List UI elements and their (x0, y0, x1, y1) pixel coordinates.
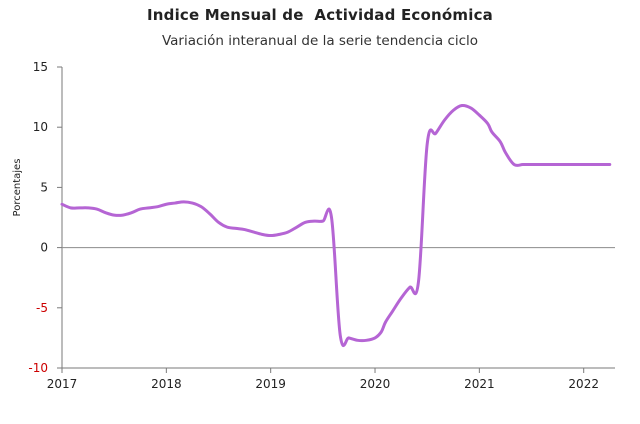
x-tick-label: 2021 (464, 377, 495, 391)
axes-group (61, 67, 615, 369)
y-tick-label: 15 (33, 60, 48, 74)
y-tick-label: -5 (36, 301, 48, 315)
x-tick-label: 2017 (47, 377, 78, 391)
chart-subtitle: Variación interanual de la serie tendenc… (161, 33, 479, 49)
y-tick-label: -10 (28, 361, 48, 375)
y-axis-label: Porcentajes (12, 159, 23, 217)
x-tick-label: 2020 (360, 377, 391, 391)
y-ticks-group: 15 10 5 0 -5 -10 (28, 60, 62, 375)
y-tick-label: 0 (40, 241, 48, 255)
x-tick-label: 2019 (255, 377, 286, 391)
y-tick-label: 10 (33, 120, 48, 134)
chart-title: Indice Mensual de Actividad Económica (146, 6, 493, 24)
x-tick-label: 2018 (151, 377, 182, 391)
series-line (60, 103, 612, 348)
x-ticks-group: 2017 2018 2019 2020 2021 2022 (47, 368, 599, 391)
y-tick-label: 5 (40, 180, 48, 194)
x-tick-label: 2022 (568, 377, 599, 391)
